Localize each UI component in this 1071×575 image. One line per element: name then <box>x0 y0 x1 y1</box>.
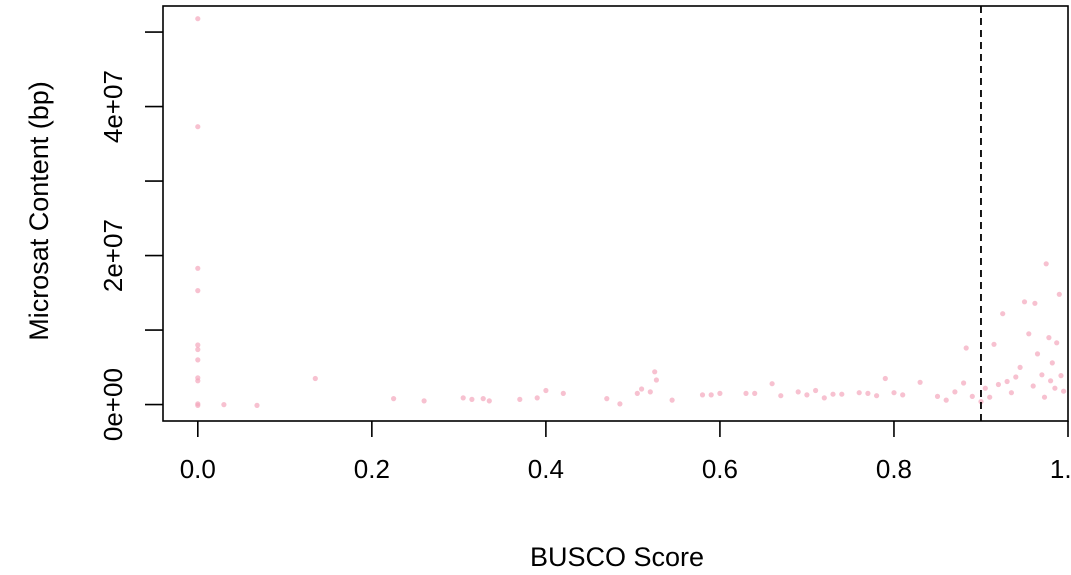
data-point <box>743 390 749 396</box>
data-point <box>617 401 623 407</box>
data-point <box>1046 335 1052 341</box>
data-point <box>1008 390 1015 396</box>
data-point <box>1052 385 1058 391</box>
data-point <box>995 381 1002 388</box>
data-point <box>195 288 201 294</box>
data-point <box>987 394 993 400</box>
data-point <box>752 390 758 396</box>
data-point <box>900 392 906 398</box>
data-point <box>717 390 723 396</box>
data-point <box>480 396 486 402</box>
data-point <box>1056 291 1062 297</box>
data-point <box>943 397 949 403</box>
data-point <box>469 396 475 402</box>
data-point <box>795 389 801 395</box>
data-point <box>1043 261 1049 267</box>
x-tick-label: 0.8 <box>876 454 912 484</box>
data-point <box>1030 383 1036 389</box>
data-point <box>647 389 653 395</box>
data-point <box>604 396 610 402</box>
data-point <box>963 345 969 351</box>
data-point <box>1013 374 1019 380</box>
data-point <box>813 387 819 394</box>
x-tick-label: 0.4 <box>528 454 564 484</box>
x-tick-label: 0.2 <box>354 454 390 484</box>
x-tick-label: 0.0 <box>180 454 216 484</box>
data-point <box>830 391 836 397</box>
data-point <box>195 16 201 22</box>
data-point <box>1061 388 1067 394</box>
data-point <box>534 395 540 401</box>
data-point <box>391 396 397 402</box>
data-point <box>952 389 958 395</box>
data-point <box>882 375 888 382</box>
data-point <box>543 387 549 394</box>
y-axis: 0e+00 2e+07 4e+07 <box>98 31 163 441</box>
data-point <box>669 397 675 403</box>
data-point <box>1021 299 1028 305</box>
data-point <box>991 341 997 347</box>
plot-border <box>162 5 1069 422</box>
y-tick-label: 0e+00 <box>98 368 128 441</box>
data-point <box>1039 372 1045 378</box>
data-point <box>653 377 660 383</box>
data-point <box>1054 340 1060 346</box>
data-point <box>1004 378 1010 385</box>
data-point <box>969 393 975 399</box>
data-point <box>195 357 201 363</box>
data-point <box>486 398 492 404</box>
data-point <box>769 381 775 387</box>
data-point <box>1032 300 1038 306</box>
data-point <box>839 391 845 397</box>
data-point <box>982 385 988 391</box>
data-point <box>195 342 201 348</box>
data-point <box>1049 360 1055 366</box>
data-point <box>460 395 466 401</box>
data-point <box>961 380 967 386</box>
data-point <box>856 390 862 396</box>
data-point <box>195 265 201 271</box>
data-point <box>517 396 523 402</box>
data-point <box>1017 364 1023 370</box>
data-point <box>1048 378 1054 384</box>
data-point <box>1000 311 1006 317</box>
data-point <box>421 398 427 404</box>
data-point <box>195 378 201 384</box>
y-tick-label: 4e+07 <box>98 70 128 143</box>
data-point <box>874 393 880 399</box>
x-tick-label: 1.0 <box>1050 454 1071 484</box>
data-point <box>804 392 810 398</box>
data-point <box>978 399 984 405</box>
data-point <box>891 390 897 396</box>
x-axis: 0.0 0.2 0.4 0.6 0.8 1.0 <box>180 421 1071 484</box>
x-tick-label: 0.6 <box>702 454 738 484</box>
data-point <box>1041 394 1048 400</box>
data-point <box>1058 373 1064 379</box>
data-point <box>634 390 640 396</box>
data-point <box>1026 331 1032 337</box>
data-points <box>195 16 1067 408</box>
x-axis-title: BUSCO Score <box>530 542 704 572</box>
data-point <box>312 375 318 382</box>
data-point <box>560 390 566 396</box>
data-point <box>195 346 201 353</box>
data-point <box>708 392 714 398</box>
data-point <box>778 393 784 399</box>
data-point <box>1034 351 1041 357</box>
y-tick-label: 2e+07 <box>98 219 128 292</box>
data-point <box>195 402 201 408</box>
data-point <box>865 390 871 396</box>
data-point <box>639 386 645 392</box>
data-point <box>195 124 201 130</box>
plot-frame <box>162 5 1069 422</box>
data-point <box>699 392 706 398</box>
data-point <box>821 395 827 401</box>
data-point <box>254 402 260 408</box>
data-point <box>917 379 923 385</box>
data-point <box>652 369 658 375</box>
data-point <box>221 402 227 408</box>
y-axis-title: Microsat Content (bp) <box>24 81 54 341</box>
data-point <box>934 393 941 399</box>
